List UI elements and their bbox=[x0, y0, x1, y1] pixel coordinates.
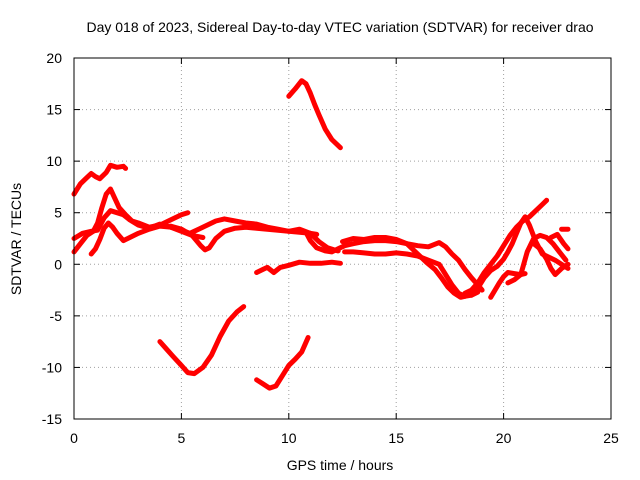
y-tick-label: 20 bbox=[46, 50, 62, 66]
series-arc10 bbox=[468, 214, 571, 298]
y-tick-label: -10 bbox=[42, 359, 62, 375]
series-arc17 bbox=[254, 335, 311, 391]
series-arc16 bbox=[157, 304, 247, 377]
x-tick-label: 15 bbox=[388, 430, 404, 446]
y-tick-label: -5 bbox=[50, 308, 63, 324]
axis-ticks: 0 5 10 15 20 25 -15 -10 -5 0 5 10 15 20 bbox=[42, 50, 619, 446]
series-arc11 bbox=[505, 232, 569, 286]
series-arc8 bbox=[340, 235, 468, 300]
series-arc5 bbox=[168, 223, 341, 254]
x-tick-label: 10 bbox=[281, 430, 297, 446]
y-tick-label: 0 bbox=[54, 256, 62, 272]
series-arc13 bbox=[531, 241, 571, 278]
y-tick-label: 10 bbox=[46, 153, 62, 169]
series-arc6 bbox=[297, 227, 485, 293]
x-tick-label: 0 bbox=[70, 430, 78, 446]
y-tick-label: 15 bbox=[46, 102, 62, 118]
series-arc9 bbox=[462, 197, 550, 296]
x-tick-label: 25 bbox=[603, 430, 619, 446]
series-arc18 bbox=[254, 259, 343, 275]
y-tick-label: -15 bbox=[42, 411, 62, 427]
x-axis-label: GPS time / hours bbox=[287, 457, 394, 473]
x-tick-label: 5 bbox=[178, 430, 186, 446]
chart-title: Day 018 of 2023, Sidereal Day-to-day VTE… bbox=[86, 19, 593, 35]
series-arc1 bbox=[71, 162, 129, 197]
x-tick-label: 20 bbox=[496, 430, 512, 446]
y-tick-label: 5 bbox=[54, 205, 62, 221]
y-axis-label: SDTVAR / TECUs bbox=[8, 183, 24, 295]
series-arc12 bbox=[488, 270, 528, 300]
series-arc19 bbox=[286, 78, 343, 151]
data-series bbox=[71, 78, 571, 391]
series-arc15 bbox=[548, 231, 571, 252]
gridlines bbox=[74, 58, 611, 419]
plot-frame bbox=[73, 57, 612, 420]
